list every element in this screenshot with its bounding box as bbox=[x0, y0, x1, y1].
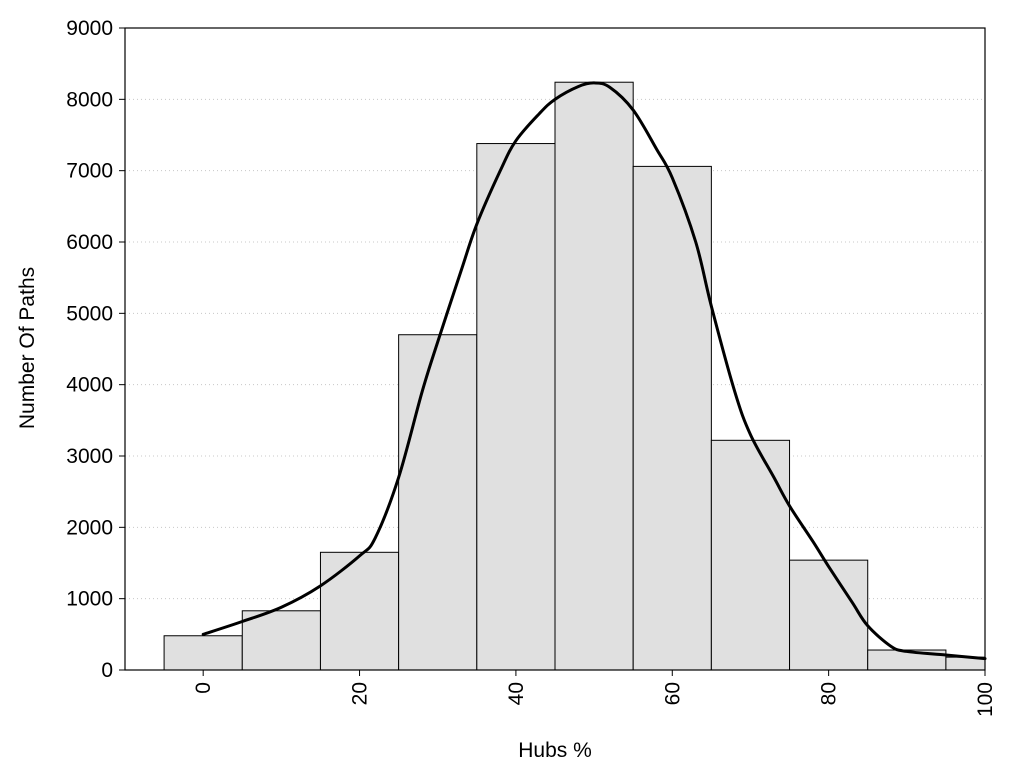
y-tick-label: 6000 bbox=[66, 231, 113, 254]
x-axis-title: Hubs % bbox=[518, 739, 592, 762]
y-tick-label: 2000 bbox=[66, 516, 113, 539]
y-tick-label: 7000 bbox=[66, 160, 113, 183]
y-axis-ticks: 0 1000 2000 3000 4000 5000 6000 7000 8000 9000 bbox=[66, 17, 125, 682]
y-tick-label: 5000 bbox=[66, 302, 113, 325]
histogram-bar-5 bbox=[554, 81, 634, 671]
histogram-bar-3 bbox=[398, 334, 478, 671]
x-tick-label: 80 bbox=[818, 682, 841, 705]
density-curve bbox=[201, 81, 987, 661]
histogram-bar-7 bbox=[710, 439, 791, 671]
y-tick-label: 1000 bbox=[66, 588, 113, 611]
histogram-bar-2 bbox=[319, 551, 400, 671]
x-tick-label: 20 bbox=[349, 682, 372, 705]
histogram-bar-4 bbox=[476, 143, 556, 671]
y-tick-label: 0 bbox=[101, 659, 113, 682]
y-axis-title: Number Of Paths bbox=[16, 267, 39, 429]
y-tick-label: 3000 bbox=[66, 445, 113, 468]
y-tick-label: 8000 bbox=[66, 88, 113, 111]
y-tick-label: 4000 bbox=[66, 374, 113, 397]
histogram-bar-8 bbox=[789, 559, 869, 671]
x-tick-label: 0 bbox=[192, 682, 215, 694]
y-tick-label: 9000 bbox=[66, 17, 113, 40]
histogram-bar-0 bbox=[163, 635, 243, 671]
x-axis-ticks: 0 20 40 60 80 100 bbox=[192, 670, 997, 717]
x-tick-label: 60 bbox=[661, 682, 684, 705]
histogram-bar-1 bbox=[241, 610, 321, 671]
x-tick-label: 100 bbox=[974, 682, 997, 717]
x-tick-label: 40 bbox=[505, 682, 528, 705]
plot-frame bbox=[124, 27, 986, 671]
histogram-bar-6 bbox=[632, 165, 712, 671]
